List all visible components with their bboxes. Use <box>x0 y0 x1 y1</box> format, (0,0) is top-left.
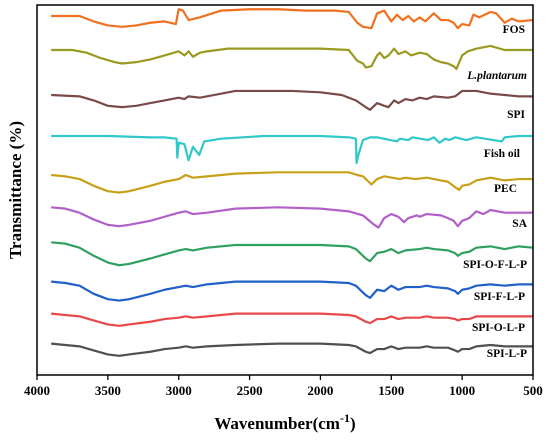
x-tick-label-2000: 2000 <box>307 383 333 398</box>
series-line-l-plantarum <box>51 44 533 70</box>
series-line-spi-o-f-l-p <box>51 241 534 267</box>
series-line-fish-oil <box>51 134 533 165</box>
x-axis-title-close: ) <box>350 414 356 433</box>
series-label-fos: FOS <box>503 24 525 36</box>
x-tick-label-500: 500 <box>523 383 543 398</box>
series-line-sa <box>51 206 533 229</box>
x-axis-ticks: 4000 3500 3000 2500 2000 1500 1000 500 <box>24 375 543 398</box>
x-tick-label-3500: 3500 <box>95 383 121 398</box>
series-label-spi: SPI <box>507 109 525 121</box>
series-line-spi-o-l-p <box>51 312 533 327</box>
series-line-spi-l-p <box>51 342 533 357</box>
series-labels: FOS L.plantarum SPI Fish oil PEC SA SPI-O-F-L-… <box>463 24 528 360</box>
plot-frame <box>36 4 534 376</box>
series-label-spi-f-l-p: SPI-F-L-P <box>474 291 525 303</box>
series-line-fos <box>51 8 534 30</box>
series-label-spi-o-l-p: SPI-O-L-P <box>472 322 525 334</box>
y-axis-title: Transmittance (%) <box>6 121 25 259</box>
x-tick-label-3000: 3000 <box>166 383 192 398</box>
spectra-traces <box>51 8 534 357</box>
series-label-fish-oil: Fish oil <box>484 148 520 160</box>
x-tick-label-1500: 1500 <box>378 383 404 398</box>
x-tick-label-2500: 2500 <box>237 383 263 398</box>
x-tick-label-1000: 1000 <box>449 383 475 398</box>
x-axis-title: Wavenumber(cm-1) <box>214 411 355 433</box>
series-label-pec: PEC <box>494 183 517 195</box>
series-label-sa: SA <box>512 218 527 230</box>
series-line-pec <box>51 171 533 194</box>
series-label-spi-o-f-l-p: SPI-O-F-L-P <box>463 259 527 271</box>
series-label-l-plantarum: L.plantarum <box>466 70 527 82</box>
series-line-spi <box>51 89 533 111</box>
x-axis-title-sup: -1 <box>340 411 350 425</box>
series-label-spi-l-p: SPI-L-P <box>487 348 527 360</box>
x-tick-label-4000: 4000 <box>24 383 50 398</box>
series-line-spi-f-l-p <box>51 280 533 302</box>
x-axis-title-main: Wavenumber(cm <box>214 414 340 433</box>
